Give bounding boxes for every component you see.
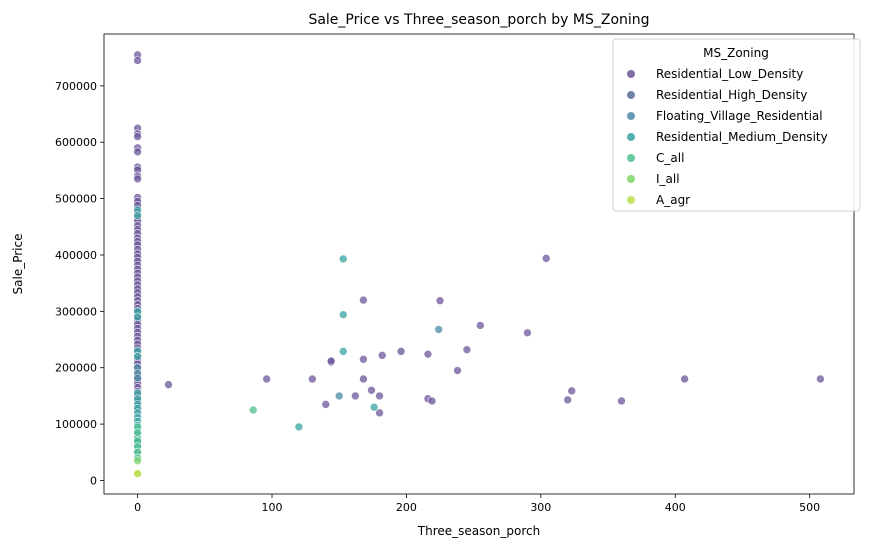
data-point — [326, 356, 336, 366]
data-point — [680, 374, 689, 384]
x-axis-label: Three_season_porch — [417, 524, 540, 538]
data-point — [351, 391, 360, 401]
legend: MS_Zoning Residential_Low_DensityResiden… — [612, 38, 861, 212]
chart-title: Sale_Price vs Three_season_porch by MS_Z… — [308, 12, 649, 28]
legend-label: I_all — [656, 172, 680, 186]
data-point — [133, 147, 142, 157]
plot-area — [133, 50, 825, 479]
data-point — [133, 211, 142, 220]
data-point — [334, 391, 344, 401]
y-tick-label: 400000 — [55, 249, 97, 262]
data-point — [453, 366, 462, 375]
data-point — [816, 374, 825, 384]
legend-label: Floating_Village_Residential — [656, 109, 823, 123]
data-point — [375, 391, 384, 401]
data-point — [617, 396, 626, 406]
data-point — [164, 380, 173, 389]
data-point — [133, 312, 142, 322]
data-point — [427, 396, 437, 406]
data-point — [248, 405, 258, 415]
data-point — [434, 325, 443, 334]
y-tick-label: 600000 — [55, 136, 97, 149]
data-point — [541, 254, 551, 263]
x-axis: 0 100 200 300 400 500 — [134, 494, 820, 514]
data-point — [133, 352, 142, 361]
legend-title: MS_Zoning — [703, 46, 769, 60]
y-axis: 0 100000 200000 300000 400000 500000 600000 700… — [55, 80, 104, 487]
x-tick-label: 500 — [799, 501, 820, 514]
legend-marker — [627, 112, 635, 120]
legend-items: Residential_Low_Density Residential_High_… — [627, 67, 828, 207]
data-point — [338, 347, 348, 356]
x-tick-label: 200 — [396, 501, 417, 514]
legend-marker — [627, 70, 635, 78]
data-point — [359, 374, 368, 384]
data-point — [321, 400, 331, 409]
data-point — [133, 428, 142, 437]
y-tick-label: 500000 — [55, 193, 97, 206]
data-point — [294, 422, 304, 432]
data-point — [563, 395, 573, 405]
x-tick-label: 300 — [530, 501, 551, 514]
data-point — [523, 328, 532, 338]
data-point — [377, 351, 387, 360]
data-point — [359, 354, 368, 364]
y-tick-label: 200000 — [55, 362, 97, 375]
data-point — [133, 456, 142, 466]
data-point — [435, 296, 445, 305]
data-point — [462, 345, 472, 354]
legend-label: C_all — [656, 151, 684, 165]
y-tick-label: 700000 — [55, 80, 97, 93]
data-point — [396, 347, 406, 356]
plot-frame — [103, 33, 855, 495]
x-tick-label: 100 — [262, 501, 283, 514]
data-point — [338, 254, 348, 264]
legend-label: A_agr — [656, 193, 690, 207]
legend-box — [612, 38, 861, 212]
legend-marker — [627, 196, 635, 204]
data-point — [308, 374, 317, 384]
data-point — [338, 310, 348, 320]
y-tick-label: 100000 — [55, 418, 97, 431]
legend-label: Residential_Low_Density — [656, 67, 803, 81]
y-tick-label: 0 — [90, 474, 97, 487]
data-point — [133, 56, 142, 65]
legend-label: Residential_High_Density — [656, 88, 807, 102]
data-point — [262, 374, 271, 384]
legend-marker — [627, 133, 635, 141]
y-axis-label: Sale_Price — [11, 234, 25, 295]
data-point — [369, 402, 379, 412]
data-point — [133, 132, 142, 141]
x-tick-label: 400 — [665, 501, 686, 514]
data-point — [367, 385, 376, 395]
data-point — [567, 386, 577, 396]
x-tick-label: 0 — [134, 501, 141, 514]
legend-marker — [627, 175, 635, 183]
legend-marker — [627, 154, 635, 162]
data-point — [133, 469, 142, 479]
data-point — [359, 295, 368, 305]
data-point — [133, 174, 142, 184]
data-point — [476, 321, 485, 330]
legend-marker — [627, 91, 635, 99]
y-tick-label: 300000 — [55, 305, 97, 318]
data-point — [423, 349, 433, 359]
data-point — [133, 373, 142, 383]
legend-label: Residential_Medium_Density — [656, 130, 828, 144]
data-point — [375, 408, 384, 418]
